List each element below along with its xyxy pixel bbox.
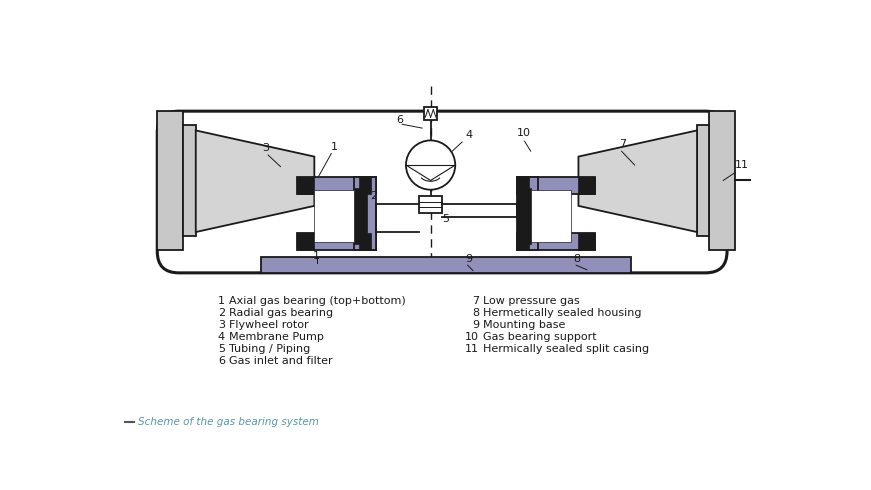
Text: 8: 8 bbox=[472, 308, 479, 318]
Text: 6: 6 bbox=[218, 356, 225, 366]
Bar bbox=[709, 111, 735, 250]
Bar bbox=[419, 196, 442, 213]
FancyBboxPatch shape bbox=[158, 111, 727, 273]
Bar bbox=[359, 176, 371, 194]
Text: 7: 7 bbox=[472, 296, 479, 306]
Text: 3: 3 bbox=[218, 320, 225, 330]
Text: Gas bearing support: Gas bearing support bbox=[483, 332, 597, 342]
Text: 1: 1 bbox=[313, 251, 320, 261]
Text: Axial gas bearing (top+bottom): Axial gas bearing (top+bottom) bbox=[229, 296, 406, 306]
Bar bbox=[578, 176, 596, 194]
Text: Hermically sealed split casing: Hermically sealed split casing bbox=[483, 344, 649, 354]
Text: 8: 8 bbox=[573, 254, 580, 264]
Text: Gas inlet and filter: Gas inlet and filter bbox=[229, 356, 333, 366]
Bar bbox=[517, 233, 530, 250]
Text: Mounting base: Mounting base bbox=[483, 320, 565, 330]
Bar bbox=[517, 176, 530, 194]
Text: Membrane Pump: Membrane Pump bbox=[229, 332, 324, 342]
Text: 4: 4 bbox=[465, 130, 472, 140]
Bar bbox=[184, 125, 196, 236]
Text: 6: 6 bbox=[396, 115, 403, 125]
Bar bbox=[424, 106, 436, 121]
Bar bbox=[354, 188, 367, 244]
Bar bbox=[517, 233, 596, 250]
Text: 10: 10 bbox=[517, 128, 530, 138]
Bar bbox=[297, 233, 314, 250]
Bar bbox=[359, 233, 371, 250]
Text: 1: 1 bbox=[330, 142, 337, 152]
Text: 3: 3 bbox=[262, 143, 269, 153]
Text: 1: 1 bbox=[218, 296, 225, 306]
Bar bbox=[314, 190, 354, 242]
Bar bbox=[158, 111, 184, 250]
Polygon shape bbox=[578, 130, 697, 232]
Bar bbox=[517, 176, 596, 194]
Text: 11: 11 bbox=[735, 160, 749, 170]
Text: 5: 5 bbox=[218, 344, 225, 354]
Text: 9: 9 bbox=[472, 320, 479, 330]
Bar bbox=[697, 125, 709, 236]
Circle shape bbox=[406, 141, 456, 190]
Bar bbox=[297, 176, 314, 194]
Bar bbox=[530, 190, 571, 242]
Text: Flywheel rotor: Flywheel rotor bbox=[229, 320, 308, 330]
Text: 5: 5 bbox=[442, 214, 449, 224]
Bar bbox=[578, 233, 596, 250]
Text: Scheme of the gas bearing system: Scheme of the gas bearing system bbox=[138, 417, 319, 427]
Polygon shape bbox=[196, 130, 314, 232]
Text: 11: 11 bbox=[465, 344, 479, 354]
Bar bbox=[517, 188, 530, 244]
Bar bbox=[261, 257, 631, 273]
Text: Radial gas bearing: Radial gas bearing bbox=[229, 308, 333, 318]
Bar bbox=[297, 176, 376, 194]
Text: Low pressure gas: Low pressure gas bbox=[483, 296, 580, 306]
Bar bbox=[297, 233, 376, 250]
Text: 4: 4 bbox=[218, 332, 225, 342]
Text: Tubing / Piping: Tubing / Piping bbox=[229, 344, 310, 354]
Text: 7: 7 bbox=[619, 139, 626, 148]
Bar bbox=[517, 176, 538, 250]
Text: 2: 2 bbox=[370, 191, 377, 201]
Bar bbox=[354, 176, 376, 250]
Text: 9: 9 bbox=[465, 254, 472, 264]
Text: Hermetically sealed housing: Hermetically sealed housing bbox=[483, 308, 641, 318]
Text: 2: 2 bbox=[218, 308, 225, 318]
Text: 10: 10 bbox=[465, 332, 479, 342]
